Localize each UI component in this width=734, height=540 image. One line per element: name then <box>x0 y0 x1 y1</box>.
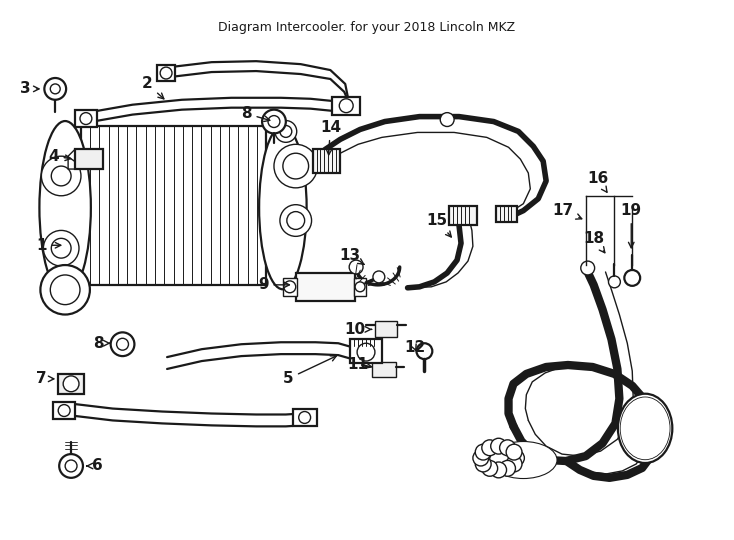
Circle shape <box>416 343 432 359</box>
Text: 19: 19 <box>621 203 642 248</box>
Circle shape <box>355 282 365 292</box>
Bar <box>449 206 477 226</box>
Bar <box>81 126 266 285</box>
Circle shape <box>625 270 640 286</box>
Circle shape <box>117 338 128 350</box>
Circle shape <box>51 166 71 186</box>
Circle shape <box>280 125 292 137</box>
Ellipse shape <box>501 448 545 472</box>
Ellipse shape <box>626 403 664 454</box>
Circle shape <box>373 271 385 283</box>
Circle shape <box>275 120 297 143</box>
Circle shape <box>509 450 524 466</box>
Bar <box>283 278 297 296</box>
Circle shape <box>111 332 134 356</box>
Circle shape <box>476 444 491 460</box>
Circle shape <box>299 411 310 423</box>
Bar <box>375 321 396 338</box>
Ellipse shape <box>622 399 668 458</box>
Circle shape <box>357 343 375 361</box>
Circle shape <box>40 265 90 314</box>
Circle shape <box>51 275 80 305</box>
Text: Diagram Intercooler. for your 2018 Lincoln MKZ: Diagram Intercooler. for your 2018 Linco… <box>219 21 515 33</box>
Text: 9: 9 <box>258 278 289 292</box>
Circle shape <box>339 99 353 113</box>
Text: 13: 13 <box>340 248 364 265</box>
Text: 10: 10 <box>344 322 371 337</box>
Text: 12: 12 <box>404 340 425 355</box>
Text: 16: 16 <box>587 171 608 192</box>
Ellipse shape <box>259 126 307 289</box>
Circle shape <box>43 231 79 266</box>
Circle shape <box>268 116 280 127</box>
Text: 3: 3 <box>21 82 39 96</box>
Text: 15: 15 <box>426 213 451 237</box>
Bar <box>75 110 97 127</box>
Text: 1: 1 <box>36 238 61 253</box>
Circle shape <box>160 67 172 79</box>
Circle shape <box>482 461 498 476</box>
Bar <box>333 97 360 114</box>
Circle shape <box>491 462 506 478</box>
Text: 11: 11 <box>348 356 372 372</box>
Ellipse shape <box>623 400 667 457</box>
Bar <box>350 339 382 363</box>
Circle shape <box>280 205 311 237</box>
Circle shape <box>59 454 83 478</box>
Circle shape <box>473 450 489 466</box>
Circle shape <box>65 460 77 472</box>
Circle shape <box>287 212 305 230</box>
Text: 14: 14 <box>320 120 341 155</box>
Circle shape <box>491 438 506 454</box>
Circle shape <box>506 456 522 472</box>
Circle shape <box>608 276 620 288</box>
Circle shape <box>80 113 92 125</box>
Ellipse shape <box>495 445 551 475</box>
Text: 4: 4 <box>48 148 70 164</box>
Bar <box>54 402 75 420</box>
Circle shape <box>482 440 498 456</box>
Ellipse shape <box>498 447 548 474</box>
Ellipse shape <box>618 394 672 463</box>
Circle shape <box>506 444 522 460</box>
Circle shape <box>44 78 66 100</box>
Circle shape <box>476 456 491 472</box>
Bar <box>372 362 396 377</box>
Ellipse shape <box>490 442 557 478</box>
Ellipse shape <box>493 443 554 477</box>
Bar <box>296 273 355 301</box>
Bar <box>495 206 517 221</box>
Ellipse shape <box>40 121 91 294</box>
Text: 18: 18 <box>583 231 605 253</box>
Circle shape <box>283 153 308 179</box>
Text: 2: 2 <box>142 77 164 99</box>
Circle shape <box>262 110 286 133</box>
Text: 8: 8 <box>241 106 270 122</box>
Circle shape <box>51 84 60 94</box>
Text: 8: 8 <box>93 336 110 351</box>
Circle shape <box>284 281 296 293</box>
Bar <box>354 278 366 296</box>
Circle shape <box>440 113 454 126</box>
Circle shape <box>581 261 595 275</box>
Circle shape <box>349 260 363 274</box>
Ellipse shape <box>621 398 669 459</box>
Circle shape <box>500 440 515 456</box>
Bar <box>293 409 316 427</box>
Bar <box>58 374 84 394</box>
Circle shape <box>500 461 515 476</box>
Text: 7: 7 <box>36 372 54 386</box>
Text: 17: 17 <box>553 203 582 219</box>
Circle shape <box>274 144 318 188</box>
Bar <box>75 149 103 169</box>
Text: 6: 6 <box>87 458 103 474</box>
Bar <box>313 149 341 173</box>
Ellipse shape <box>620 397 670 460</box>
Circle shape <box>58 404 70 416</box>
Circle shape <box>51 238 71 258</box>
Bar <box>157 65 175 81</box>
Text: 5: 5 <box>283 356 336 386</box>
Circle shape <box>41 156 81 196</box>
Circle shape <box>63 376 79 392</box>
